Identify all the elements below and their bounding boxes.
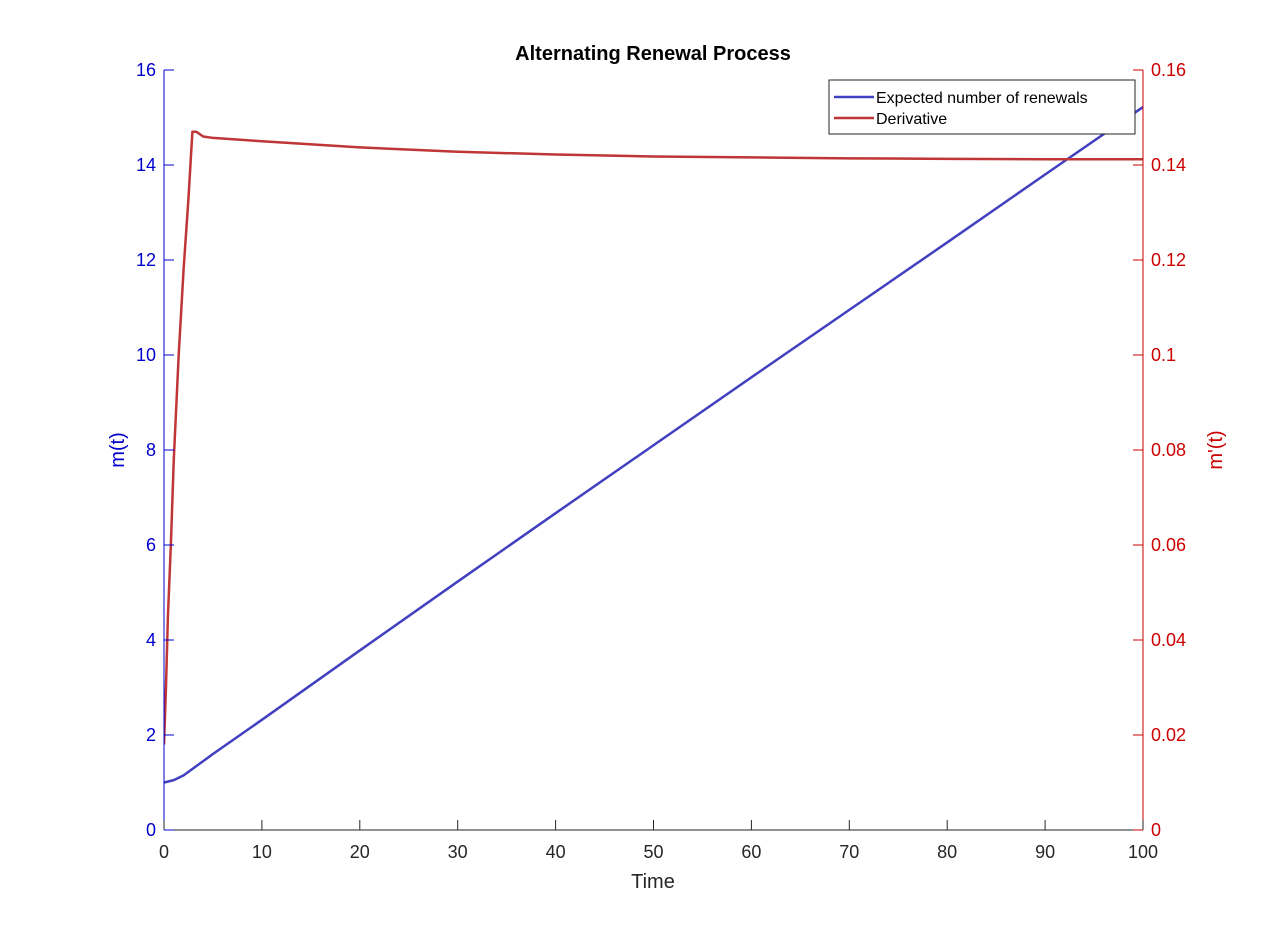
x-tick-label: 100 — [1128, 842, 1158, 862]
legend-label-derivative: Derivative — [876, 111, 947, 128]
left-y-tick-label: 4 — [146, 630, 156, 650]
right-y-axis-label: m'(t) — [1205, 430, 1227, 469]
x-tick-label: 90 — [1035, 842, 1055, 862]
right-y-tick-label: 0.12 — [1151, 250, 1186, 270]
series-layer — [164, 106, 1143, 784]
right-y-tick-label: 0 — [1151, 820, 1161, 840]
x-axis-label: Time — [631, 871, 675, 893]
x-tick-label: 60 — [741, 842, 761, 862]
left-y-ticks: 0 2 4 6 8 10 12 14 16 — [136, 60, 174, 840]
x-ticks: 0 10 20 30 40 50 60 70 80 90 100 — [159, 820, 1158, 862]
right-y-tick-label: 0.14 — [1151, 155, 1186, 175]
x-tick-label: 40 — [546, 842, 566, 862]
x-tick-label: 70 — [839, 842, 859, 862]
series-expected-renewals-line — [164, 106, 1143, 784]
left-y-tick-label: 12 — [136, 250, 156, 270]
right-y-tick-label: 0.06 — [1151, 535, 1186, 555]
plot-area — [164, 106, 1143, 784]
left-y-tick-label: 8 — [146, 440, 156, 460]
x-tick-label: 30 — [448, 842, 468, 862]
x-tick-label: 50 — [643, 842, 663, 862]
right-y-tick-label: 0.16 — [1151, 60, 1186, 80]
left-y-tick-label: 6 — [146, 535, 156, 555]
left-y-tick-label: 0 — [146, 820, 156, 840]
left-y-tick-label: 10 — [136, 345, 156, 365]
right-y-tick-label: 0.08 — [1151, 440, 1186, 460]
left-y-axis-label: m(t) — [107, 432, 129, 468]
legend-box — [828, 79, 1136, 135]
right-y-ticks: 0 0.02 0.04 0.06 0.08 0.1 0.12 0.14 0.16 — [1133, 60, 1186, 840]
right-y-tick-label: 0.02 — [1151, 725, 1186, 745]
x-tick-label: 10 — [252, 842, 272, 862]
x-tick-label: 80 — [937, 842, 957, 862]
legend-label-expected-renewals: Expected number of renewals — [876, 90, 1088, 107]
left-y-tick-label: 2 — [146, 725, 156, 745]
chart-title: Alternating Renewal Process — [515, 43, 791, 65]
x-tick-label: 20 — [350, 842, 370, 862]
right-y-tick-label: 0.1 — [1151, 345, 1176, 365]
legend: Expected number of renewals Derivative — [828, 79, 1136, 135]
left-y-tick-label: 16 — [136, 60, 156, 80]
right-y-tick-label: 0.04 — [1151, 630, 1186, 650]
left-y-tick-label: 14 — [136, 155, 156, 175]
series-derivative-line — [164, 130, 1143, 745]
x-tick-label: 0 — [159, 842, 169, 862]
